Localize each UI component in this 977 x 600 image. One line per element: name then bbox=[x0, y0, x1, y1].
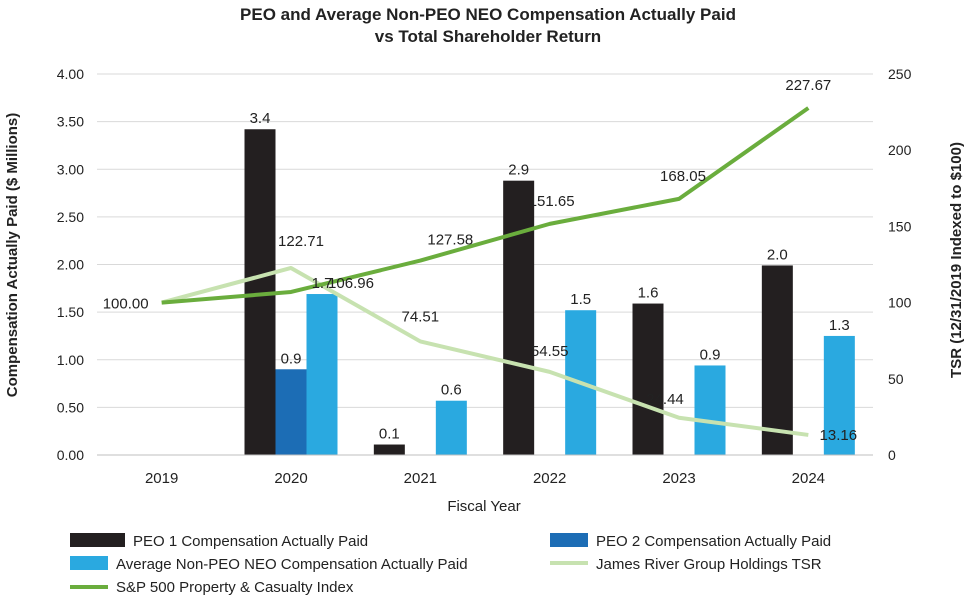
bar-value-label: 0.6 bbox=[441, 382, 462, 399]
legend-label-non-peo: Average Non-PEO NEO Compensation Actuall… bbox=[116, 556, 468, 573]
y-right-tick-label: 250 bbox=[888, 66, 912, 82]
legend-label-peo1: PEO 1 Compensation Actually Paid bbox=[133, 533, 368, 550]
legend-swatch-non-peo bbox=[70, 556, 108, 570]
line-value-label: 74.51 bbox=[402, 308, 440, 325]
y-right-tick-label: 200 bbox=[888, 142, 912, 158]
data-labels: 3.4 0.1 2.9 1.6 2.0 0.9 1.7 0.6 1.5 0.9 1.3 100.00 1… bbox=[103, 77, 857, 444]
line-value-label: 106.96 bbox=[328, 275, 374, 292]
bar-value-label: 1.6 bbox=[638, 285, 659, 302]
line-value-label: 168.05 bbox=[660, 168, 706, 185]
tsr-lines bbox=[161, 106, 810, 437]
bar bbox=[275, 369, 307, 455]
bar bbox=[435, 400, 467, 455]
y-left-tick-label: 2.00 bbox=[57, 257, 84, 273]
bar-value-label: 1.5 bbox=[570, 291, 591, 308]
line-value-label: 54.55 bbox=[531, 343, 569, 360]
y-left-tick-label: 4.00 bbox=[57, 66, 84, 82]
line-value-label: 151.65 bbox=[529, 193, 575, 210]
legend-item-peo1: PEO 1 Compensation Actually Paid bbox=[70, 533, 368, 550]
x-tick-label: 2021 bbox=[404, 470, 437, 487]
legend-item-non-peo: Average Non-PEO NEO Compensation Actuall… bbox=[70, 556, 468, 573]
axes: 0.00 0.50 1.00 1.50 2.00 2.50 3.00 3.50 4.00 0 50 1… bbox=[57, 66, 912, 487]
bar-value-label: 2.0 bbox=[767, 246, 788, 263]
line-value-label: 100.00 bbox=[103, 296, 149, 313]
line-value-label: 127.58 bbox=[427, 232, 473, 249]
bar bbox=[694, 365, 726, 455]
legend-item-peo2: PEO 2 Compensation Actually Paid bbox=[550, 533, 831, 550]
y-axis-left-title: Compensation Actually Paid ($ Millions) bbox=[4, 113, 21, 397]
bar bbox=[373, 444, 405, 455]
y-right-tick-label: 100 bbox=[888, 295, 912, 311]
legend-swatch-peo2 bbox=[550, 533, 588, 547]
legend-label-peo2: PEO 2 Compensation Actually Paid bbox=[596, 533, 831, 550]
legend-item-james-river-tsr: James River Group Holdings TSR bbox=[550, 556, 822, 573]
bar-value-label: 2.9 bbox=[508, 162, 529, 179]
legend-item-sp500-index: S&P 500 Property & Casualty Index bbox=[70, 579, 354, 596]
bar bbox=[306, 294, 338, 455]
bar bbox=[761, 265, 793, 455]
y-left-tick-label: 1.00 bbox=[57, 352, 84, 368]
y-left-tick-label: 2.50 bbox=[57, 209, 84, 225]
x-tick-label: 2020 bbox=[274, 470, 307, 487]
x-axis-title: Fiscal Year bbox=[447, 498, 520, 515]
legend-label-james-river-tsr: James River Group Holdings TSR bbox=[596, 556, 822, 573]
y-right-tick-label: 150 bbox=[888, 218, 912, 234]
y-left-tick-label: 0.00 bbox=[57, 447, 84, 463]
y-left-tick-label: 0.50 bbox=[57, 399, 84, 415]
legend: PEO 1 Compensation Actually Paid PEO 2 C… bbox=[70, 533, 831, 596]
y-left-tick-label: 3.50 bbox=[57, 114, 84, 130]
bar bbox=[503, 180, 535, 455]
line-value-label: 227.67 bbox=[785, 77, 831, 94]
bar-value-label: 0.9 bbox=[281, 350, 302, 367]
x-tick-label: 2022 bbox=[533, 470, 566, 487]
x-tick-label: 2024 bbox=[792, 470, 825, 487]
y-left-tick-label: 1.50 bbox=[57, 304, 84, 320]
bar-value-label: 0.9 bbox=[700, 346, 721, 363]
bar-value-label: 1.3 bbox=[829, 317, 850, 334]
tsr-line bbox=[161, 106, 810, 305]
line-value-label: 122.71 bbox=[278, 233, 324, 250]
line-value-label: 13.16 bbox=[820, 427, 858, 444]
gridlines bbox=[97, 73, 873, 456]
bars bbox=[244, 129, 855, 455]
bar-value-label: 0.1 bbox=[379, 426, 400, 443]
chart-title-line-2: vs Total Shareholder Return bbox=[375, 27, 601, 46]
y-right-tick-label: 50 bbox=[888, 371, 904, 387]
legend-swatch-peo1 bbox=[70, 533, 125, 547]
bar-value-label: 3.4 bbox=[250, 110, 271, 127]
y-right-tick-label: 0 bbox=[888, 447, 896, 463]
chart-title-line-1: PEO and Average Non-PEO NEO Compensation… bbox=[240, 5, 736, 24]
y-axis-right-title: TSR (12/31/2019 Indexed to $100) bbox=[948, 142, 965, 378]
x-tick-label: 2023 bbox=[662, 470, 695, 487]
bar-value-label: 1.7 bbox=[312, 275, 333, 292]
y-left-tick-label: 3.00 bbox=[57, 161, 84, 177]
x-tick-label: 2019 bbox=[145, 470, 178, 487]
bar bbox=[823, 335, 855, 455]
tsr-line bbox=[161, 265, 809, 437]
bar bbox=[632, 303, 664, 455]
legend-label-sp500-index: S&P 500 Property & Casualty Index bbox=[116, 579, 354, 596]
line-value-label: 24.44 bbox=[646, 391, 684, 408]
